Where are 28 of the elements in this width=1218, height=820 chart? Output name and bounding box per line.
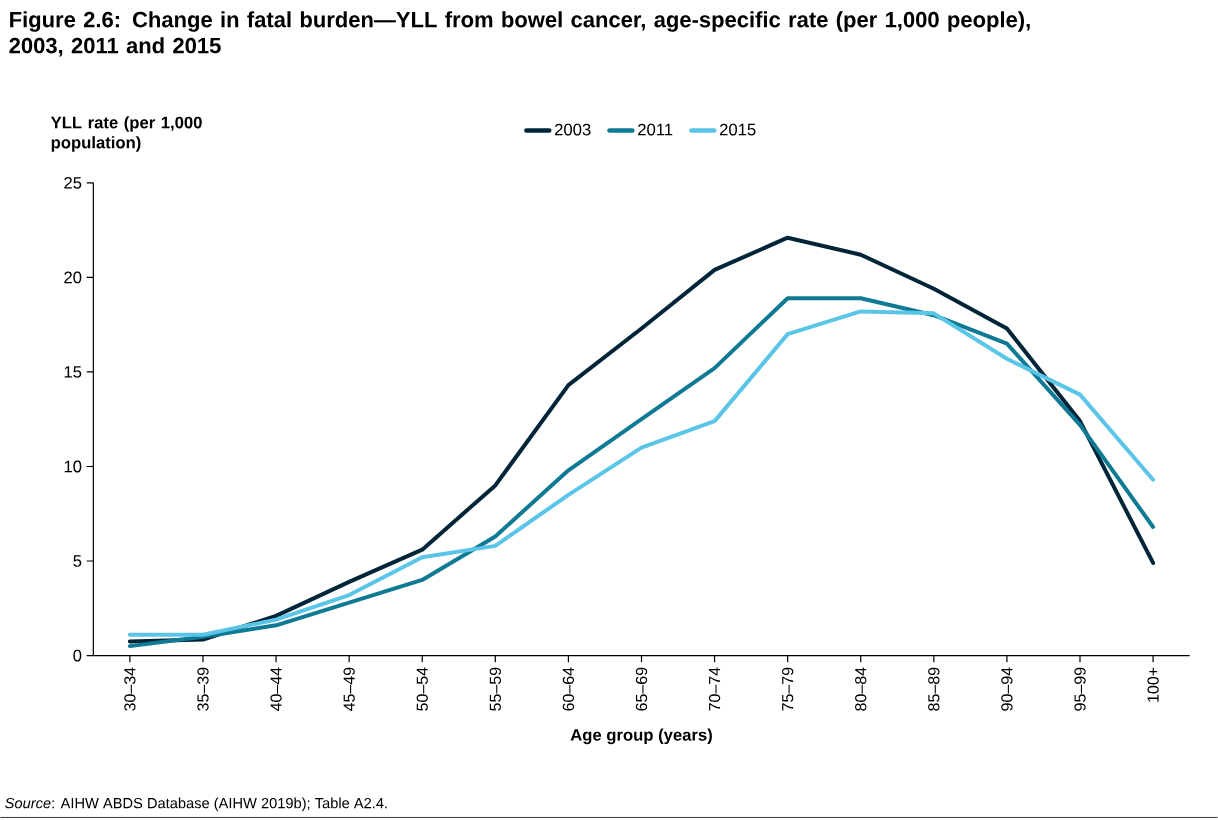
y-tick-label: 25 — [64, 176, 82, 189]
x-axis-title: Age group (years) — [570, 728, 712, 744]
x-tick-label: 35–39 — [197, 667, 209, 711]
x-tick-label: 30–34 — [124, 667, 136, 711]
y-tick-label: 5 — [73, 555, 82, 567]
x-tick-label: 80–84 — [855, 667, 867, 711]
text: Source: AIHW ABDS Database (AIHW 2019b); Table A2.4. — [5, 797, 387, 811]
y-tick-label: 0 — [73, 649, 82, 662]
x-tick-label: 65–69 — [635, 667, 648, 711]
x-tick-label: 90–94 — [1001, 667, 1013, 711]
x-tick-label: 55–59 — [489, 667, 501, 711]
x-tick-label: 45–49 — [343, 667, 355, 711]
y-tick-label: 10 — [64, 460, 82, 473]
x-tick-label: 95–99 — [1074, 667, 1086, 711]
x-tick-label: 60–64 — [562, 667, 575, 711]
y-tick-label: 20 — [64, 271, 82, 284]
x-tick-label: 100+ — [1147, 667, 1159, 702]
x-tick-label: 50–54 — [416, 667, 428, 711]
x-tick-label: 75–79 — [782, 667, 794, 711]
x-tick-label: 70–74 — [708, 667, 721, 711]
chart-title: Figure 2.6: Change in fatal burden—YLL from bowel cancer, age-specific rate (per 1,000 people), 2003, 2011 and 2015 — [9, 11, 1030, 57]
legend-label: 2003 — [555, 123, 591, 136]
x-tick-label: 85–89 — [928, 667, 940, 711]
legend-label: 2011 — [638, 123, 673, 136]
legend-label: 2015 — [720, 123, 756, 136]
y-axis-title: YLL rate (per 1,000 population) — [50, 115, 202, 152]
y-tick-label: 15 — [64, 365, 82, 378]
x-tick-label: 40–44 — [270, 667, 282, 711]
